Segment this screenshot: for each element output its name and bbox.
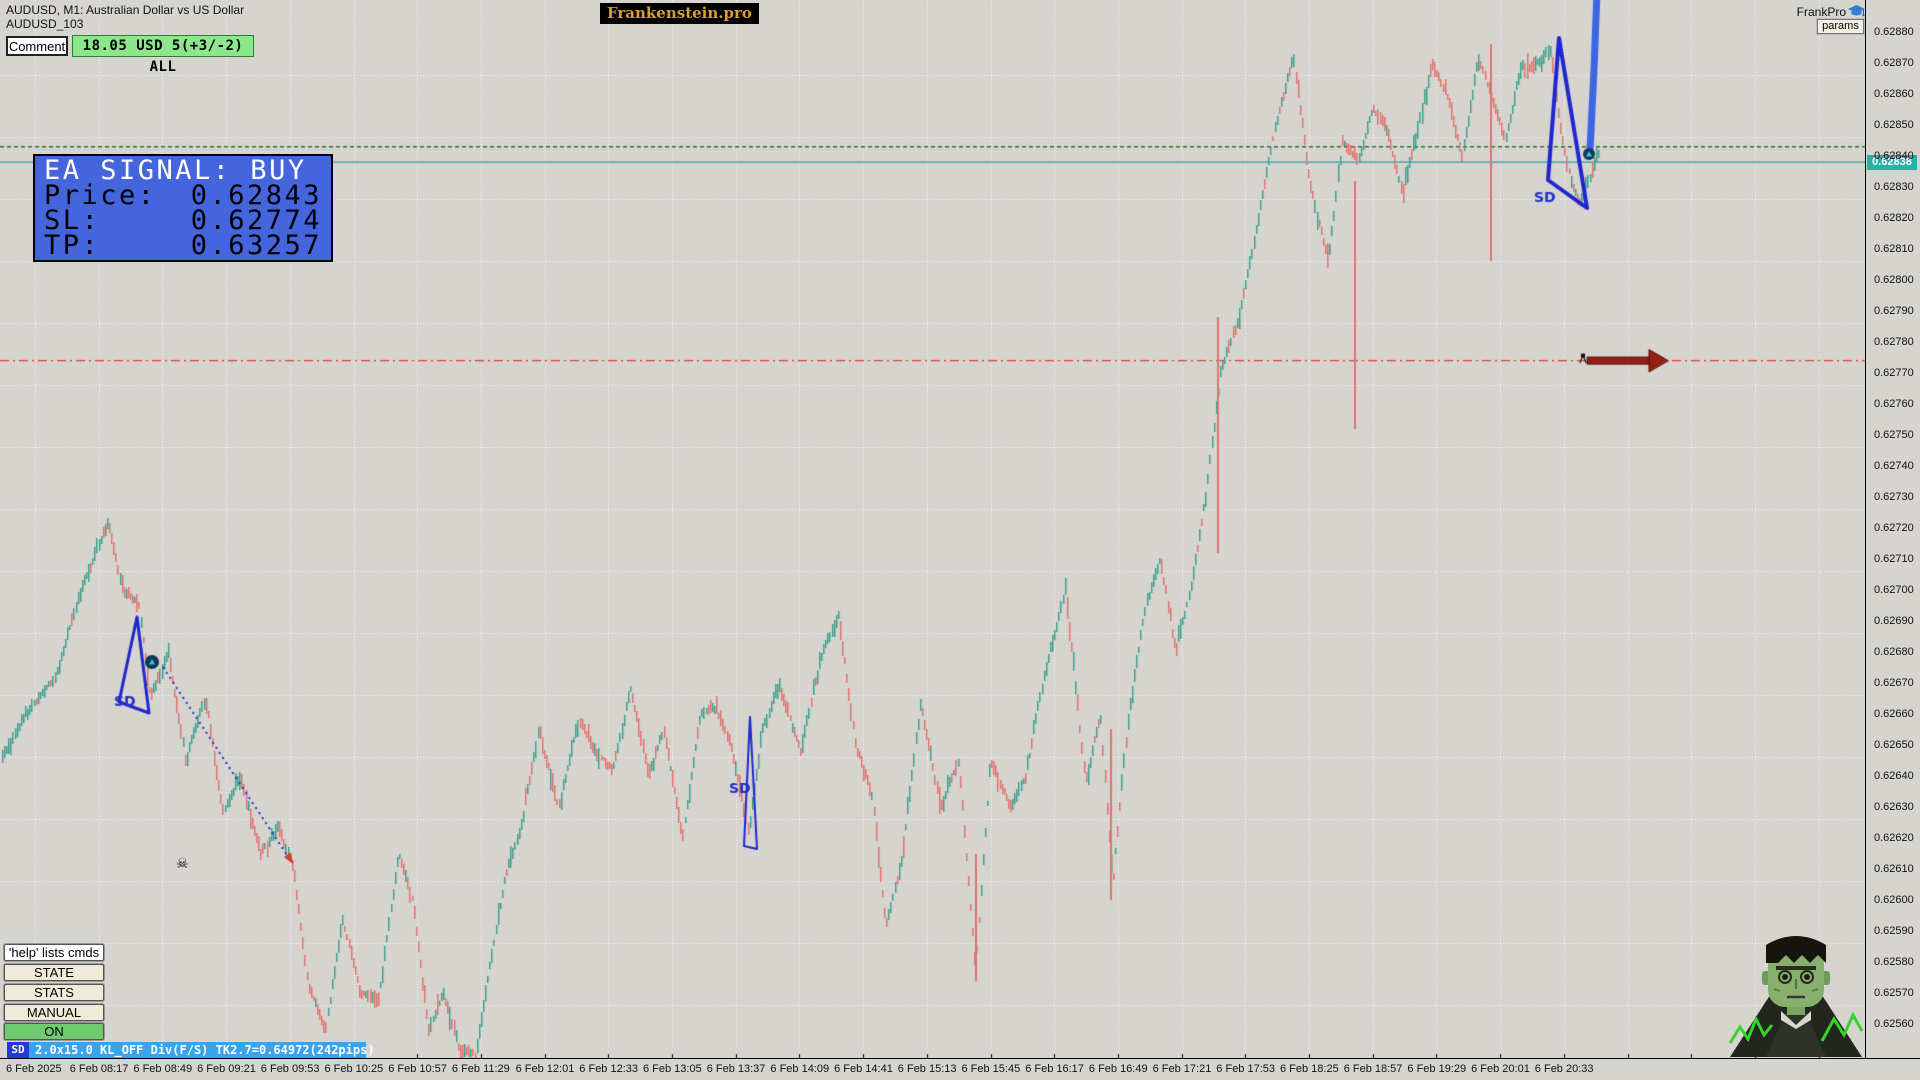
price-axis[interactable]: 0.62838 0.62880 0.62870 0.62860 0.62850 0.62… <box>1865 0 1920 1058</box>
time-axis-label: 6 Feb 14:09 <box>770 1063 830 1075</box>
profit-comment-value: 18.05 USD 5(+3/-2) ALL <box>72 35 254 75</box>
price-axis-label: 0.62770 <box>1874 367 1914 379</box>
ea-signal-price-row: Price: 0.62843 <box>44 180 322 211</box>
symbol-title: AUDUSD, M1: Australian Dollar vs US Doll… <box>6 3 245 17</box>
time-axis-label: 6 Feb 18:57 <box>1343 1063 1403 1075</box>
price-axis-label: 0.62600 <box>1874 894 1914 906</box>
time-axis-label: 6 Feb 2025 <box>6 1063 62 1075</box>
time-axis-label: 6 Feb 16:49 <box>1088 1063 1148 1075</box>
price-value: 0.62843 <box>190 180 322 211</box>
price-axis-label: 0.62780 <box>1874 336 1914 348</box>
time-axis-label: 6 Feb 20:01 <box>1471 1063 1530 1075</box>
ea-signal-sl-row: SL: 0.62774 <box>44 205 322 236</box>
time-axis-label: 6 Feb 16:17 <box>1025 1063 1084 1075</box>
help-button[interactable]: 'help' lists cmds <box>4 944 104 961</box>
time-axis-label: 6 Feb 19:29 <box>1407 1063 1467 1075</box>
stats-button[interactable]: STATS <box>4 984 104 1001</box>
price-axis-label: 0.62720 <box>1874 522 1914 534</box>
frankenstein-portrait-image <box>1728 936 1864 1057</box>
price-axis-label: 0.62850 <box>1874 119 1914 131</box>
time-axis-label: 6 Feb 17:53 <box>1216 1063 1276 1075</box>
price-axis-label: 0.62590 <box>1874 925 1914 937</box>
price-axis-label: 0.62710 <box>1874 553 1914 565</box>
price-axis-label: 0.62820 <box>1874 212 1914 224</box>
time-axis-label: 6 Feb 13:05 <box>643 1063 702 1075</box>
params-button[interactable]: params <box>1817 19 1864 34</box>
graduation-cap-icon <box>1848 5 1865 17</box>
time-axis-label: 6 Feb 13:37 <box>706 1063 766 1075</box>
time-axis-label: 6 Feb 12:33 <box>579 1063 639 1075</box>
price-axis-label: 0.62750 <box>1874 429 1914 441</box>
price-axis-label: 0.62830 <box>1874 181 1914 193</box>
price-axis-label: 0.62880 <box>1874 26 1914 38</box>
price-axis-label: 0.62570 <box>1874 987 1914 999</box>
price-axis-label: 0.62610 <box>1874 863 1914 875</box>
time-axis[interactable]: 6 Feb 2025 6 Feb 08:17 6 Feb 08:49 6 Feb 09… <box>0 1058 1920 1080</box>
time-axis-label: 6 Feb 09:21 <box>197 1063 256 1075</box>
time-axis-label: 6 Feb 18:25 <box>1280 1063 1339 1075</box>
chart-id-label: AUDUSD_103 <box>6 17 84 31</box>
tp-label: TP: <box>44 230 101 261</box>
price-axis-label: 0.62670 <box>1874 677 1914 689</box>
price-axis-label: 0.62840 <box>1874 150 1914 162</box>
price-axis-label: 0.62690 <box>1874 615 1914 627</box>
price-axis-label: 0.62630 <box>1874 801 1914 813</box>
frankpro-label: FrankPro <box>1796 5 1846 19</box>
price-axis-label: 0.62680 <box>1874 646 1914 658</box>
time-axis-label: 6 Feb 10:25 <box>324 1063 384 1075</box>
state-button[interactable]: STATE <box>4 964 104 981</box>
time-axis-label: 6 Feb 11:29 <box>451 1063 510 1075</box>
ea-signal-tp-row: TP: 0.63257 <box>44 230 322 261</box>
price-axis-label: 0.62740 <box>1874 460 1914 472</box>
ea-signal-title: EA SIGNAL: BUY <box>44 155 307 186</box>
price-axis-label: 0.62760 <box>1874 398 1914 410</box>
frankenstein-pro-badge: Frankenstein.pro <box>600 3 759 24</box>
price-axis-label: 0.62810 <box>1874 243 1914 255</box>
time-axis-label: 6 Feb 15:45 <box>961 1063 1021 1075</box>
price-axis-label: 0.62860 <box>1874 88 1914 100</box>
time-axis-label: 6 Feb 15:13 <box>897 1063 957 1075</box>
skull-icon: ☠ <box>176 855 189 871</box>
price-label: Price: <box>44 180 157 211</box>
price-axis-label: 0.62660 <box>1874 708 1914 720</box>
tp-value: 0.63257 <box>190 230 322 261</box>
current-price-tag: 0.62838 <box>1867 155 1917 170</box>
ea-status-bar: 2.0x15.0 KL_OFF Div(F/S) TK2.7=0.64972(2… <box>29 1042 375 1058</box>
price-axis-label: 0.62580 <box>1874 956 1914 968</box>
ea-signal-panel: EA SIGNAL: BUY Price: 0.62843 SL: 0.6277… <box>33 154 333 262</box>
price-axis-label: 0.62650 <box>1874 739 1914 751</box>
time-axis-label: 6 Feb 08:49 <box>133 1063 193 1075</box>
time-axis-label: 6 Feb 08:17 <box>69 1063 129 1075</box>
price-axis-label: 0.62560 <box>1874 1018 1914 1030</box>
comment-button[interactable]: Comment <box>6 36 68 56</box>
price-axis-label: 0.62790 <box>1874 305 1914 317</box>
time-axis-label: 6 Feb 10:57 <box>388 1063 447 1075</box>
price-axis-label: 0.62700 <box>1874 584 1914 596</box>
time-axis-label: 6 Feb 09:53 <box>260 1063 320 1075</box>
on-button[interactable]: ON <box>4 1023 104 1040</box>
sl-value: 0.62774 <box>190 205 322 236</box>
manual-button[interactable]: MANUAL <box>4 1004 104 1021</box>
time-axis-label: 6 Feb 17:21 <box>1152 1063 1212 1075</box>
time-axis-label: 6 Feb 20:33 <box>1534 1063 1594 1075</box>
sd-status-chip: SD <box>7 1042 29 1058</box>
price-axis-label: 0.62620 <box>1874 832 1914 844</box>
sl-label: SL: <box>44 205 101 236</box>
price-axis-label: 0.62800 <box>1874 274 1914 286</box>
price-axis-label: 0.62730 <box>1874 491 1914 503</box>
price-axis-label: 0.62870 <box>1874 57 1914 69</box>
price-axis-label: 0.62640 <box>1874 770 1914 782</box>
time-axis-label: 6 Feb 12:01 <box>515 1063 575 1075</box>
time-axis-label: 6 Feb 14:41 <box>834 1063 893 1075</box>
